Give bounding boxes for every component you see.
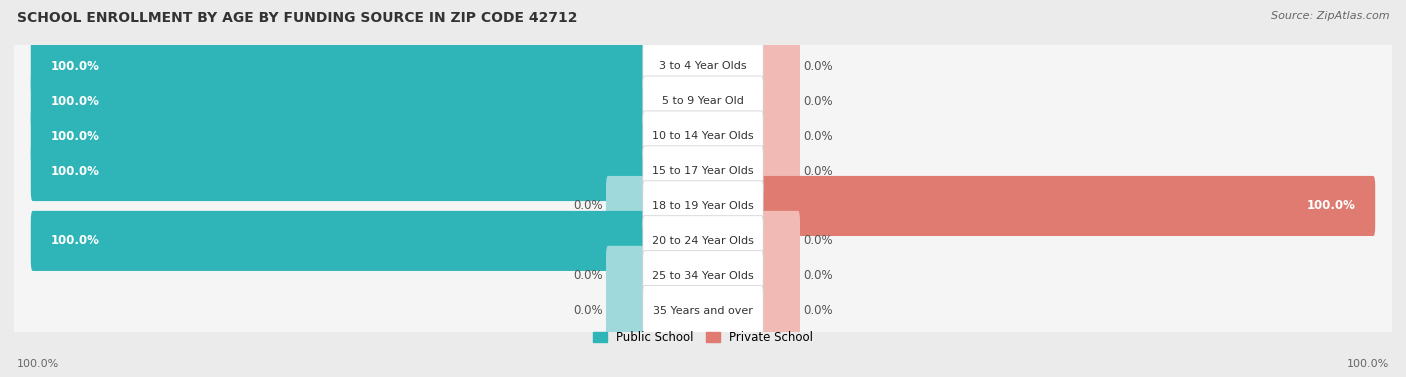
FancyBboxPatch shape bbox=[643, 111, 763, 161]
Text: SCHOOL ENROLLMENT BY AGE BY FUNDING SOURCE IN ZIP CODE 42712: SCHOOL ENROLLMENT BY AGE BY FUNDING SOUR… bbox=[17, 11, 578, 25]
FancyBboxPatch shape bbox=[7, 51, 1399, 221]
Text: 20 to 24 Year Olds: 20 to 24 Year Olds bbox=[652, 236, 754, 246]
Text: 0.0%: 0.0% bbox=[803, 234, 832, 247]
FancyBboxPatch shape bbox=[7, 86, 1399, 256]
FancyBboxPatch shape bbox=[643, 216, 763, 266]
FancyBboxPatch shape bbox=[7, 121, 1399, 291]
Text: 100.0%: 100.0% bbox=[51, 130, 100, 143]
Text: 100.0%: 100.0% bbox=[51, 95, 100, 108]
Text: 100.0%: 100.0% bbox=[1306, 199, 1355, 213]
Text: 0.0%: 0.0% bbox=[803, 95, 832, 108]
Text: 100.0%: 100.0% bbox=[51, 234, 100, 247]
Text: Source: ZipAtlas.com: Source: ZipAtlas.com bbox=[1271, 11, 1389, 21]
FancyBboxPatch shape bbox=[643, 181, 763, 231]
FancyBboxPatch shape bbox=[31, 106, 650, 166]
Text: 10 to 14 Year Olds: 10 to 14 Year Olds bbox=[652, 131, 754, 141]
Text: 0.0%: 0.0% bbox=[574, 269, 603, 282]
FancyBboxPatch shape bbox=[643, 146, 763, 196]
Text: 0.0%: 0.0% bbox=[574, 304, 603, 317]
FancyBboxPatch shape bbox=[606, 176, 650, 236]
Text: 0.0%: 0.0% bbox=[803, 304, 832, 317]
FancyBboxPatch shape bbox=[606, 246, 650, 306]
FancyBboxPatch shape bbox=[756, 246, 800, 306]
FancyBboxPatch shape bbox=[756, 106, 800, 166]
FancyBboxPatch shape bbox=[643, 41, 763, 91]
FancyBboxPatch shape bbox=[31, 141, 650, 201]
Text: 18 to 19 Year Olds: 18 to 19 Year Olds bbox=[652, 201, 754, 211]
FancyBboxPatch shape bbox=[756, 141, 800, 201]
Text: 100.0%: 100.0% bbox=[51, 164, 100, 178]
FancyBboxPatch shape bbox=[756, 281, 800, 341]
FancyBboxPatch shape bbox=[7, 16, 1399, 186]
FancyBboxPatch shape bbox=[756, 176, 1375, 236]
FancyBboxPatch shape bbox=[643, 76, 763, 126]
FancyBboxPatch shape bbox=[643, 286, 763, 336]
Text: 35 Years and over: 35 Years and over bbox=[652, 306, 754, 316]
Text: 0.0%: 0.0% bbox=[803, 164, 832, 178]
Text: 25 to 34 Year Olds: 25 to 34 Year Olds bbox=[652, 271, 754, 281]
FancyBboxPatch shape bbox=[756, 71, 800, 131]
Text: 0.0%: 0.0% bbox=[803, 60, 832, 73]
FancyBboxPatch shape bbox=[7, 156, 1399, 326]
FancyBboxPatch shape bbox=[7, 225, 1399, 377]
Text: 0.0%: 0.0% bbox=[803, 269, 832, 282]
FancyBboxPatch shape bbox=[606, 281, 650, 341]
Legend: Public School, Private School: Public School, Private School bbox=[588, 326, 818, 349]
Text: 100.0%: 100.0% bbox=[51, 60, 100, 73]
Text: 15 to 17 Year Olds: 15 to 17 Year Olds bbox=[652, 166, 754, 176]
FancyBboxPatch shape bbox=[7, 191, 1399, 361]
Text: 100.0%: 100.0% bbox=[1347, 359, 1389, 369]
Text: 3 to 4 Year Olds: 3 to 4 Year Olds bbox=[659, 61, 747, 71]
Text: 0.0%: 0.0% bbox=[574, 199, 603, 213]
Text: 5 to 9 Year Old: 5 to 9 Year Old bbox=[662, 96, 744, 106]
FancyBboxPatch shape bbox=[31, 71, 650, 131]
FancyBboxPatch shape bbox=[756, 211, 800, 271]
Text: 100.0%: 100.0% bbox=[17, 359, 59, 369]
FancyBboxPatch shape bbox=[31, 211, 650, 271]
FancyBboxPatch shape bbox=[643, 251, 763, 301]
FancyBboxPatch shape bbox=[31, 36, 650, 96]
FancyBboxPatch shape bbox=[7, 0, 1399, 152]
Text: 0.0%: 0.0% bbox=[803, 130, 832, 143]
FancyBboxPatch shape bbox=[756, 36, 800, 96]
